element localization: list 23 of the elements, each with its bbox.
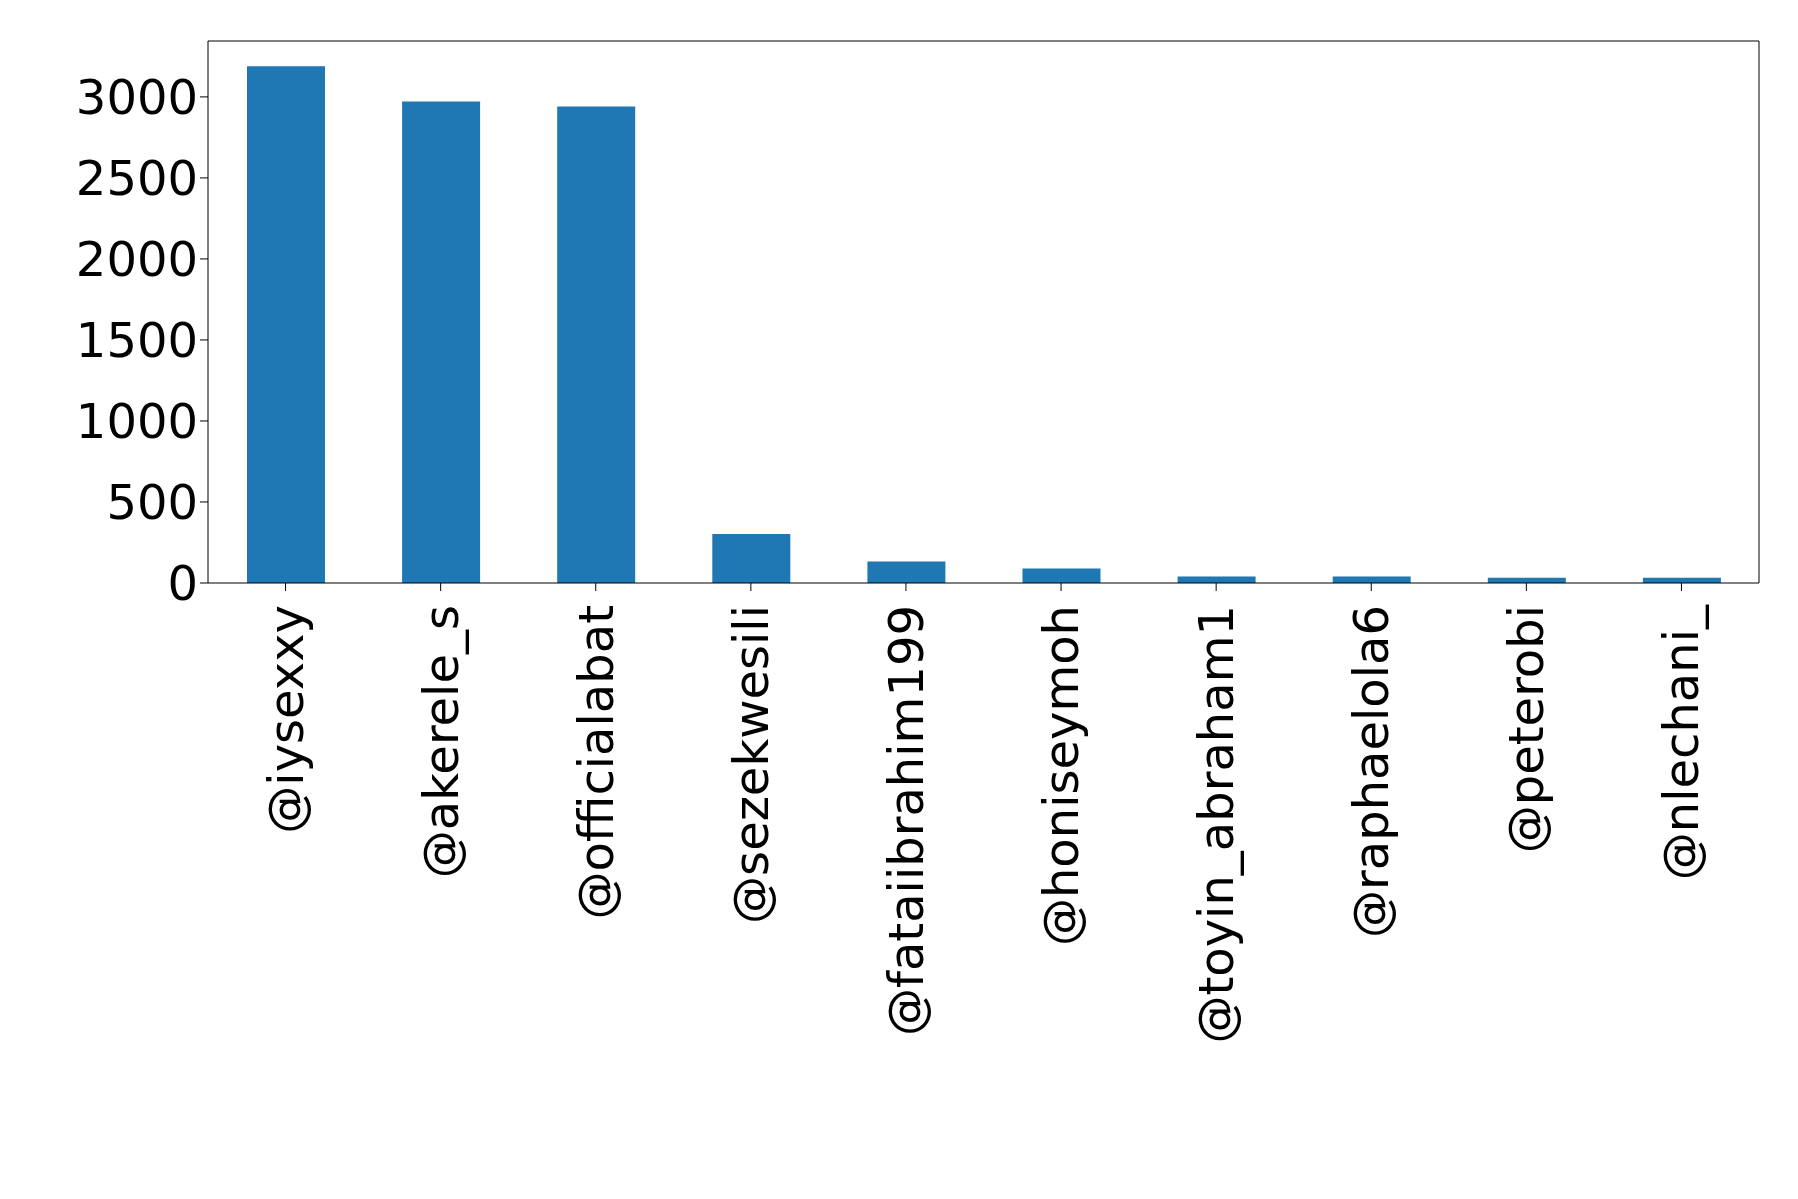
x-tick-label: @raphaelola6 [1343,605,1400,938]
x-tick-label: @iysexxy [257,605,314,834]
y-tick-label: 1500 [75,311,198,368]
y-tick-label: 0 [167,555,198,612]
x-tick-label: @nlechani_ [1653,604,1710,881]
x-tick-label: @peterobi [1498,605,1555,854]
bar [402,101,481,583]
y-tick-label: 2500 [75,149,198,206]
y-tick-label: 2000 [75,230,198,287]
x-tick-label: @officialabat [567,605,624,920]
y-tick-label: 500 [106,474,198,531]
x-tick-label: @sezekwesili [722,605,779,924]
x-tick-label: @akerele_s [412,605,469,879]
x-tick-label: @fataiibrahim199 [877,605,934,1036]
x-tick-label: @honiseymoh [1033,605,1090,947]
bar [867,561,946,583]
y-tick-label: 3000 [75,68,198,125]
bar [557,106,636,583]
bar [1022,568,1101,583]
y-tick-label: 1000 [75,393,198,450]
x-tick-label: @toyin_abraham1 [1188,605,1245,1044]
bar [712,534,791,583]
bar [247,66,325,583]
